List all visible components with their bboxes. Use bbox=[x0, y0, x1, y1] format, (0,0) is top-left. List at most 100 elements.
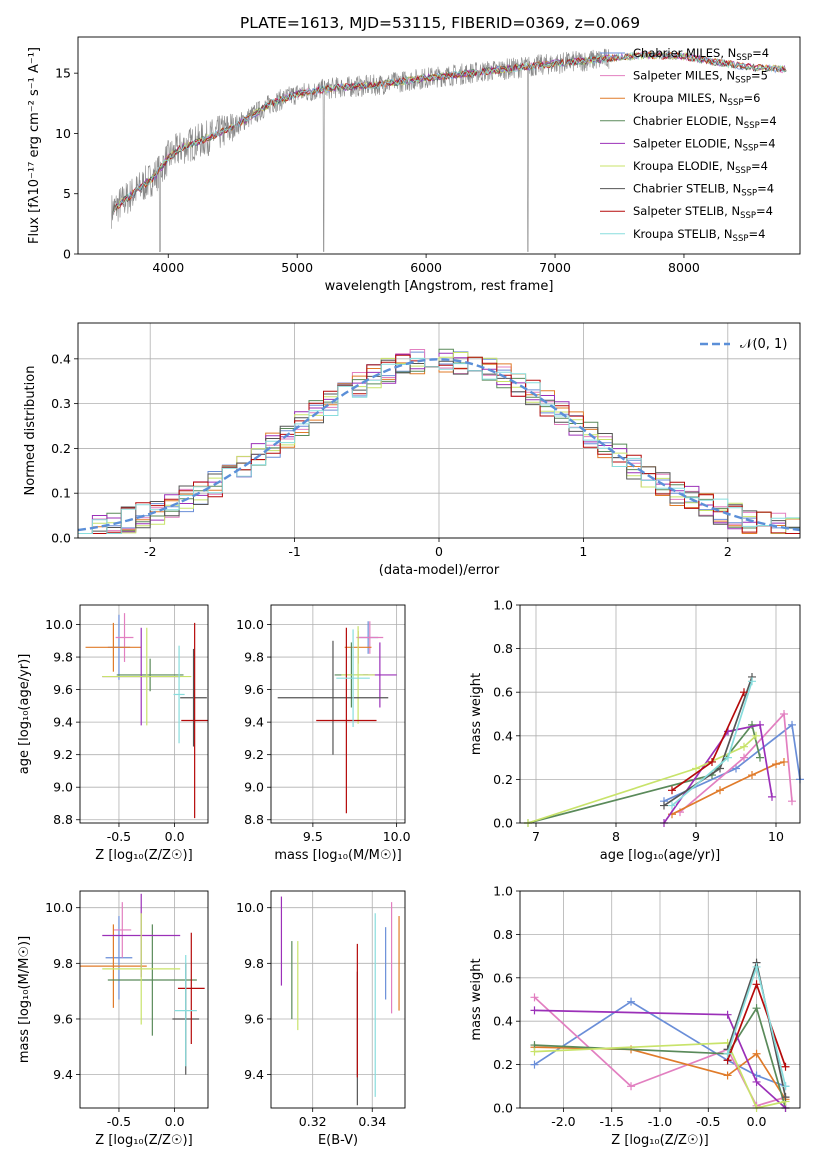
y-tick-label: 0.6 bbox=[493, 685, 513, 700]
age_vs_Z-frame bbox=[79, 604, 209, 824]
y-tick-label: 0.0 bbox=[51, 531, 71, 546]
mass-vs-Z-panel: -0.5 0.0 9.4 9.6 9.8 10.0 Z [log₁₀(Z/Z☉)] mass … bbox=[17, 890, 209, 1148]
mass-weight-marker bbox=[756, 720, 764, 729]
mass-weight-marker bbox=[732, 764, 740, 773]
x-tick-label: 0.0 bbox=[747, 1114, 767, 1129]
y-axis-label: age [log₁₀(age/yr)] bbox=[17, 654, 32, 775]
massweight-vs-Z-panel: -2.0 -1.5 -1.0 -0.5 0.0 0.0 0.2 0.4 0.6 0.8 1.0 Z [… bbox=[469, 884, 801, 1148]
errorbar-point bbox=[174, 954, 197, 1067]
mass-weight-marker bbox=[781, 1082, 790, 1091]
mass_vs_EBV-ticks: 0.32 0.34 9.4 9.6 9.8 10.0 bbox=[236, 900, 386, 1129]
age_vs_Z-grid bbox=[80, 605, 208, 823]
x-tick-label: -0.5 bbox=[107, 829, 131, 844]
y-tick-label: 0.4 bbox=[493, 1014, 513, 1029]
mass-weight-series bbox=[668, 757, 788, 819]
residuals-ticks: -2 -1 0 1 2 0.0 0.1 0.2 0.3 0.4 bbox=[51, 351, 732, 559]
y-tick-label: 0.2 bbox=[493, 1057, 513, 1072]
age_vs_mass-ticks: 9.5 10.0 8.8 9.0 9.2 9.4 9.6 9.8 10.0 bbox=[236, 617, 410, 844]
mass-weight-marker bbox=[740, 753, 748, 762]
legend-entry: Salpeter MILES, NSSP=5 bbox=[633, 69, 768, 86]
mass-weight-marker bbox=[748, 677, 756, 686]
spectrum-legend: Chabrier MILES, NSSP=4 Salpeter MILES, NS… bbox=[600, 46, 777, 244]
mass-weight-marker bbox=[716, 786, 724, 795]
y-tick-label: 0.0 bbox=[493, 1101, 513, 1116]
y-tick-label: 9.4 bbox=[53, 715, 73, 730]
residuals-panel: -2 -1 0 1 2 0.0 0.1 0.2 0.3 0.4 (data-model)/error… bbox=[23, 322, 801, 578]
mass-weight-marker bbox=[660, 801, 668, 810]
mass-weight-marker bbox=[723, 1071, 732, 1080]
x-tick-label: -1 bbox=[288, 544, 300, 559]
mass-weight-line bbox=[534, 1042, 786, 1109]
y-tick-label: 9.6 bbox=[244, 682, 264, 697]
mass-weight-marker bbox=[724, 753, 732, 762]
y-tick-label: 9.4 bbox=[53, 1067, 73, 1082]
mass-weight-marker bbox=[781, 1062, 790, 1071]
residuals-frame bbox=[77, 322, 801, 539]
y-tick-label: 0.2 bbox=[51, 441, 71, 456]
mass-weight-marker bbox=[772, 760, 780, 769]
errorbar-point bbox=[113, 902, 132, 958]
errorbar-point bbox=[115, 613, 134, 662]
errorbar-point bbox=[116, 658, 184, 692]
y-tick-label: 10.0 bbox=[236, 900, 264, 915]
errorbar-point bbox=[102, 627, 192, 726]
y-tick-label: 0.6 bbox=[493, 970, 513, 985]
x-tick-label: 1 bbox=[579, 544, 587, 559]
mass-weight-marker bbox=[780, 710, 788, 718]
y-tick-label: 9.8 bbox=[53, 650, 73, 665]
x-tick-label: 2 bbox=[724, 544, 732, 559]
mass-weight-series bbox=[676, 710, 796, 817]
mass-weight-marker bbox=[723, 1049, 732, 1058]
y-tick-label: 9.6 bbox=[53, 1011, 73, 1026]
y-tick-label: 15 bbox=[55, 66, 71, 81]
mass-weight-marker bbox=[530, 1006, 539, 1015]
x-tick-label: -0.5 bbox=[107, 1114, 131, 1129]
gaussian-legend-label: 𝒩(0, 1) bbox=[740, 337, 787, 352]
mass-weight-line bbox=[527, 735, 757, 824]
x-tick-label: 0.34 bbox=[358, 1114, 386, 1129]
y-tick-label: 0.4 bbox=[493, 728, 513, 743]
y-axis-label: mass weight bbox=[469, 673, 484, 755]
x-tick-label: 0.0 bbox=[165, 1114, 185, 1129]
y-tick-label: 10.0 bbox=[45, 617, 73, 632]
y-axis-label: Flux [fλ10⁻¹⁷ erg cm⁻² s⁻¹ A⁻¹] bbox=[27, 47, 42, 244]
x-axis-label: mass [log₁₀(M/M☉)] bbox=[274, 848, 401, 863]
mass-weight-marker bbox=[752, 1077, 761, 1086]
y-tick-label: 0.0 bbox=[493, 816, 513, 831]
legend-entry: Kroupa MILES, NSSP=6 bbox=[633, 91, 760, 108]
mass-weight-marker bbox=[752, 731, 760, 740]
x-axis-label: Z [log₁₀(Z/Z☉)] bbox=[611, 1133, 708, 1148]
residual-histogram-series bbox=[78, 359, 800, 534]
x-tick-label: 5000 bbox=[281, 260, 313, 275]
massweight_vs_age-frame bbox=[519, 604, 801, 824]
y-tick-label: 0.8 bbox=[493, 641, 513, 656]
x-tick-label: 10.0 bbox=[383, 829, 411, 844]
y-tick-label: 1.0 bbox=[493, 884, 513, 899]
y-tick-label: 10 bbox=[55, 126, 71, 141]
spectrum-panel: 4000 5000 6000 7000 8000 0 5 10 15 wavelength [An… bbox=[27, 36, 801, 294]
x-tick-label: -1.5 bbox=[600, 1114, 624, 1129]
x-tick-label: -2 bbox=[144, 544, 156, 559]
age-vs-Z-panel: -0.5 0.0 8.8 9.0 9.2 9.4 9.6 9.8 10.0 Z [log₁₀(Z/… bbox=[17, 604, 209, 863]
mass-weight-marker bbox=[723, 1010, 732, 1019]
mass-weight-marker bbox=[740, 688, 748, 697]
y-tick-label: 0 bbox=[63, 247, 71, 262]
mass-weight-marker bbox=[708, 757, 716, 766]
age-vs-mass-panel: 9.5 10.0 8.8 9.0 9.2 9.4 9.6 9.8 10.0 mass [log₁₀… bbox=[236, 604, 411, 863]
legend-entry: Chabrier ELODIE, NSSP=4 bbox=[633, 114, 777, 131]
x-tick-label: 0 bbox=[435, 544, 443, 559]
mass-weight-marker bbox=[716, 764, 724, 773]
errorbar-point bbox=[102, 913, 181, 1025]
y-tick-label: 9.4 bbox=[244, 715, 264, 730]
errorbar-point bbox=[105, 916, 133, 1000]
mass-weight-marker bbox=[752, 980, 761, 989]
mass-weight-series bbox=[524, 720, 764, 827]
age_vs_Z-ticks: -0.5 0.0 8.8 9.0 9.2 9.4 9.6 9.8 10.0 bbox=[45, 617, 184, 844]
x-tick-label: 6000 bbox=[410, 260, 442, 275]
x-tick-label: 9 bbox=[692, 829, 700, 844]
mass-weight-line bbox=[534, 1006, 787, 1109]
errorbar-point bbox=[180, 648, 207, 747]
mass-weight-series bbox=[668, 677, 756, 810]
x-axis-label: Z [log₁₀(Z/Z☉)] bbox=[95, 848, 192, 863]
